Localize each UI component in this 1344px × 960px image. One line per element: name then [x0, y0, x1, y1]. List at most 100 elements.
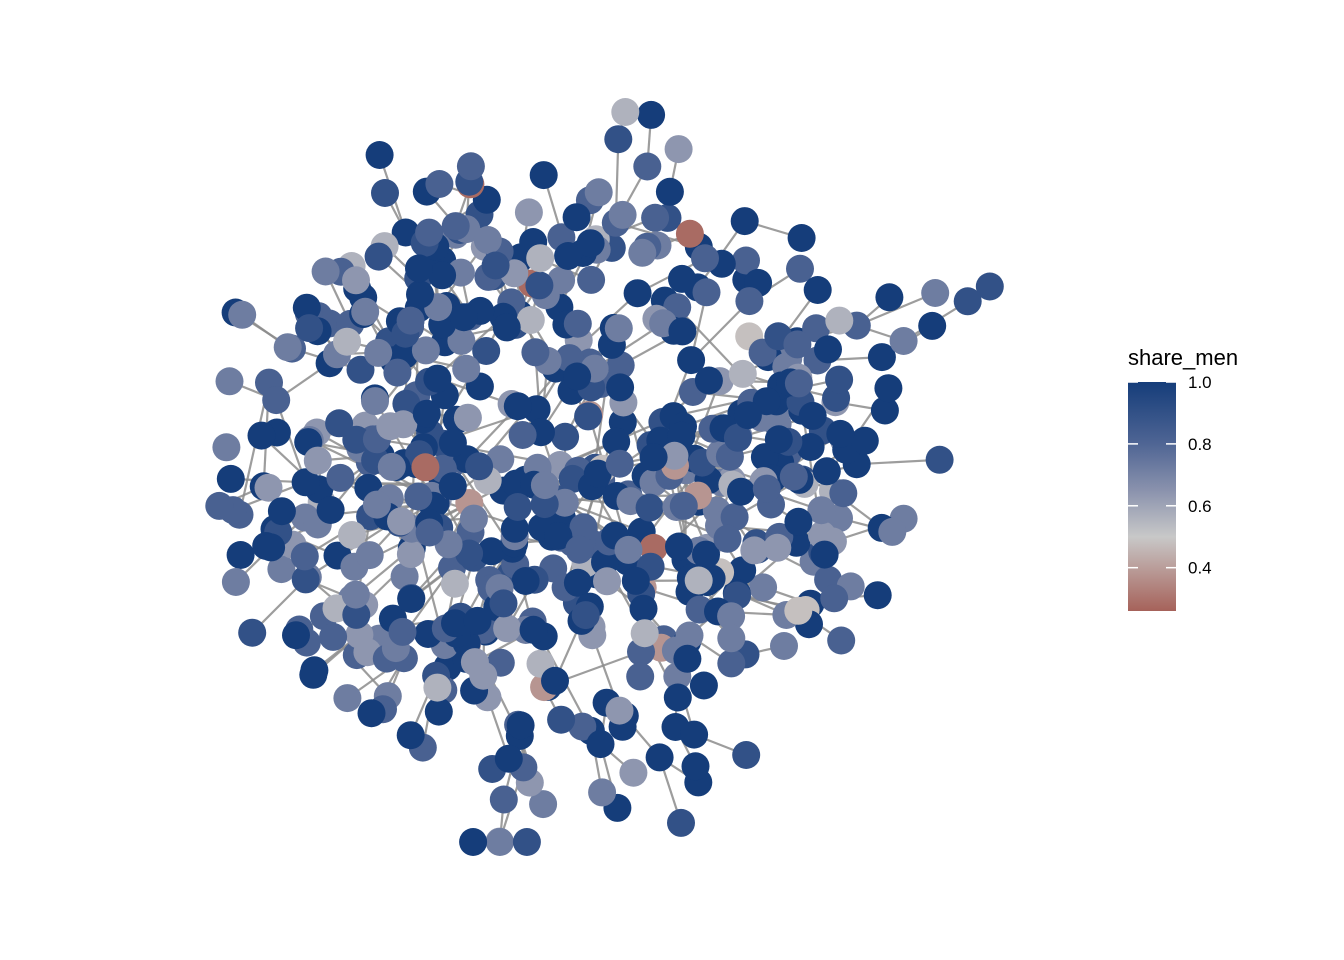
- graph-node: [441, 212, 470, 241]
- graph-node: [783, 330, 812, 359]
- graph-node: [784, 507, 813, 536]
- graph-node: [635, 493, 664, 522]
- graph-node: [481, 251, 510, 280]
- graph-node: [387, 507, 415, 536]
- graph-node: [500, 514, 529, 543]
- graph-node: [319, 622, 348, 651]
- graph-node: [342, 266, 370, 295]
- graph-node: [563, 568, 592, 597]
- graph-node: [247, 421, 276, 450]
- graph-node: [606, 373, 635, 402]
- graph-node: [763, 533, 792, 562]
- graph-node: [292, 293, 321, 322]
- graph-node: [530, 471, 559, 500]
- graph-node: [764, 425, 793, 454]
- graph-node: [740, 536, 769, 565]
- graph-node: [547, 705, 576, 734]
- graph-node: [810, 540, 839, 569]
- graph-node: [779, 462, 808, 491]
- graph-node: [717, 602, 746, 631]
- graph-node: [680, 720, 709, 749]
- graph-node: [692, 278, 721, 307]
- graph-node: [637, 100, 666, 129]
- graph-node: [221, 568, 250, 596]
- graph-node: [355, 541, 384, 570]
- graph-node: [361, 387, 389, 416]
- graph-node: [440, 569, 469, 598]
- graph-node: [550, 488, 579, 517]
- graph-node: [438, 472, 467, 501]
- graph-node: [668, 317, 697, 346]
- graph-node: [802, 314, 831, 343]
- graph-node: [825, 365, 854, 394]
- graph-node: [889, 327, 918, 355]
- graph-node: [526, 244, 555, 273]
- graph-node: [333, 684, 362, 713]
- graph-node: [668, 264, 696, 293]
- graph-node: [807, 496, 836, 525]
- graph-node: [514, 198, 543, 227]
- graph-node: [303, 446, 332, 475]
- graph-node: [404, 482, 433, 511]
- graph-node: [829, 479, 858, 508]
- graph-node: [717, 649, 746, 678]
- graph-node: [423, 673, 452, 702]
- graph-node: [267, 555, 296, 584]
- graph-node: [428, 261, 457, 290]
- graph-node: [376, 412, 405, 441]
- graph-node: [508, 421, 537, 449]
- graph-node: [415, 218, 444, 247]
- graph-node: [333, 327, 361, 356]
- graph-node: [290, 542, 319, 571]
- graph-node: [925, 445, 954, 474]
- graph-node: [825, 306, 854, 335]
- graph-node: [406, 280, 434, 309]
- graph-node: [503, 493, 532, 521]
- graph-node: [628, 238, 657, 267]
- graph-node: [365, 141, 394, 169]
- graph-node: [453, 403, 482, 432]
- graph-node: [611, 98, 640, 126]
- legend-title: share_men: [1128, 345, 1238, 370]
- graph-node: [544, 522, 573, 550]
- graph-node: [311, 257, 340, 286]
- graph-edge: [275, 399, 307, 483]
- graph-node: [396, 306, 425, 335]
- graph-node: [921, 279, 950, 307]
- graph-node: [796, 433, 825, 461]
- graph-node: [411, 453, 440, 482]
- graph-node: [684, 566, 713, 595]
- graph-node: [325, 409, 354, 438]
- graph-nodes: [205, 98, 1004, 856]
- graph-node: [215, 367, 244, 396]
- graph-node: [571, 601, 600, 630]
- graph-node: [396, 721, 425, 750]
- graph-node: [733, 401, 762, 430]
- graph-node: [664, 135, 693, 164]
- graph-node: [456, 152, 485, 181]
- graph-node: [874, 374, 903, 403]
- graph-node: [798, 401, 827, 430]
- graph-node: [577, 265, 606, 294]
- graph-node: [424, 697, 453, 726]
- graph-node: [787, 224, 816, 252]
- graph-node: [291, 565, 320, 594]
- graph-node: [803, 276, 832, 304]
- graph-node: [975, 272, 1004, 301]
- graph-node: [425, 170, 454, 198]
- graph-node: [633, 152, 662, 181]
- graph-node: [565, 535, 594, 564]
- graph-node: [692, 540, 720, 569]
- graph-node: [459, 504, 488, 533]
- graph-node: [812, 457, 841, 486]
- graph-node: [351, 297, 380, 326]
- graph-node: [493, 614, 522, 643]
- graph-node: [784, 596, 813, 625]
- legend-tick-label: 1.0: [1188, 373, 1212, 392]
- graph-node: [820, 584, 849, 613]
- graph-node: [412, 399, 441, 428]
- graph-node: [639, 443, 668, 472]
- graph-node: [621, 566, 650, 595]
- graph-node: [449, 303, 478, 332]
- graph-node: [870, 396, 899, 425]
